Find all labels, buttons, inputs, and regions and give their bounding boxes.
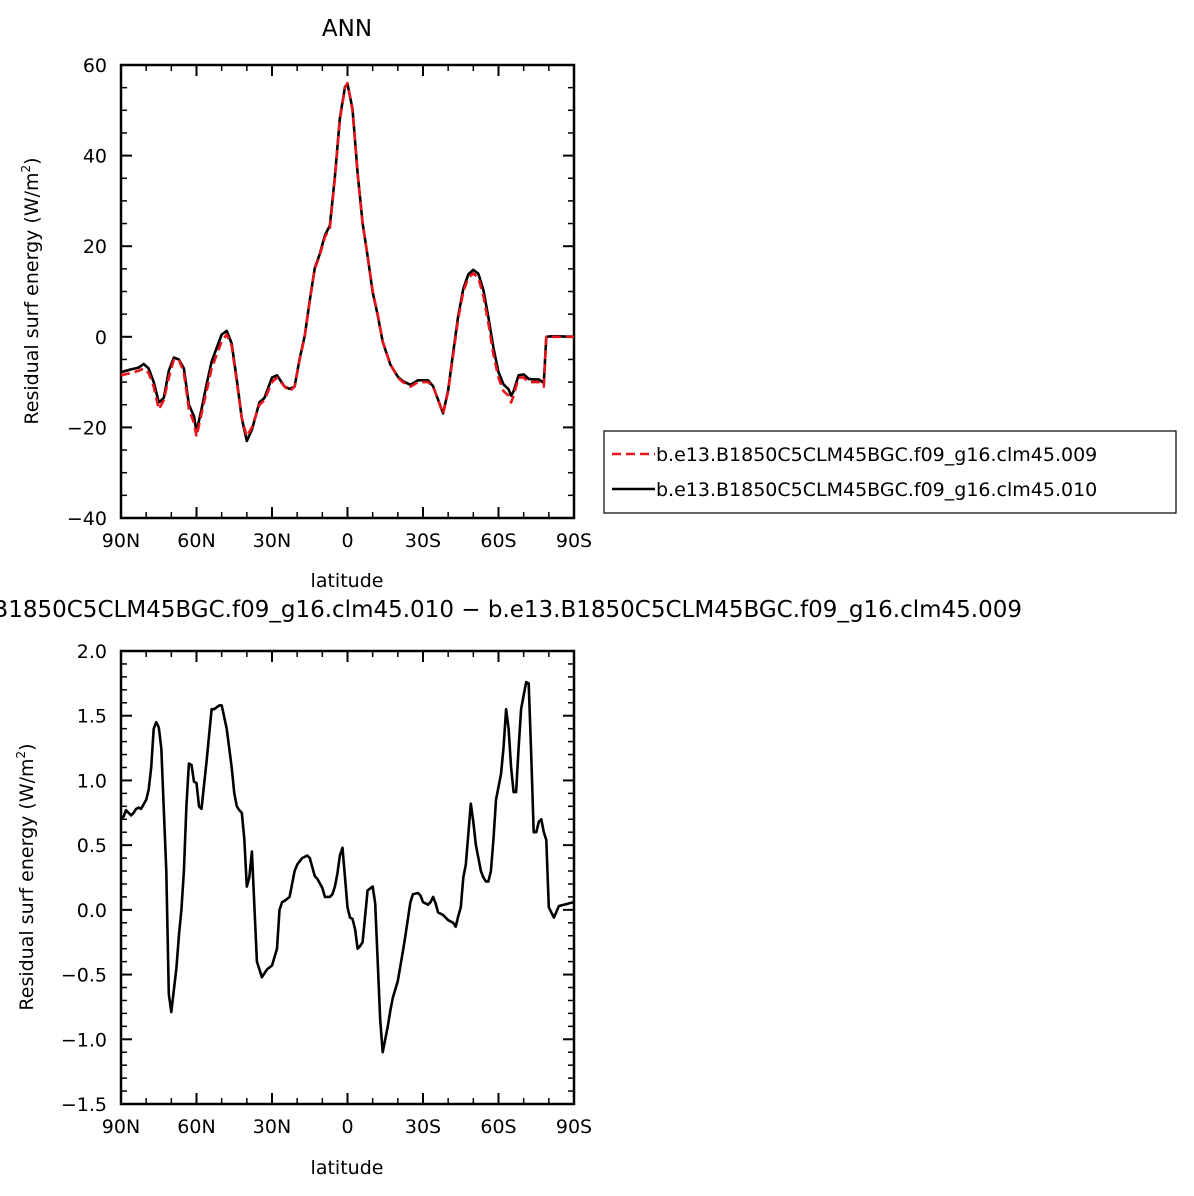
bottom-chart-title: b.e13.B1850C5CLM45BGC.f09_g16.clm45.010 …: [0, 597, 1022, 623]
x-tick-label: 0: [341, 530, 353, 552]
y-tick-label: 1.0: [77, 770, 107, 792]
x-tick-label: 30N: [253, 530, 291, 552]
x-tick-label: 30S: [405, 1116, 441, 1138]
legend-label: b.e13.B1850C5CLM45BGC.f09_g16.clm45.010: [656, 479, 1097, 501]
top-x-axis-label: latitude: [311, 570, 384, 592]
y-tick-label: 0.0: [77, 900, 107, 922]
top-axis-ticks: 90N 60N 30N 0 30S 60S 90S −40 −20 0 20 40 60: [67, 55, 592, 552]
x-tick-label: 90N: [102, 530, 140, 552]
y-tick-label: 20: [83, 236, 107, 258]
series-line-dashed: [120, 81, 574, 438]
y-tick-label: 2.0: [77, 641, 107, 663]
series-line-solid: [120, 680, 575, 1054]
bottom-axis-ticks: 90N 60N 30N 0 30S 60S 90S −1.5 −1.0 −0.5 0.0 0.5 1.0…: [61, 641, 592, 1138]
top-panel: ANN 90N 60N 30N 0 30S 60S 90S −40 −20 0 20 40 60 lat…: [19, 16, 1177, 592]
legend-item: b.e13.B1850C5CLM45BGC.f09_g16.clm45.009: [612, 444, 1097, 466]
y-tick-label: −20: [67, 417, 107, 439]
bottom-x-axis-label: latitude: [311, 1157, 384, 1179]
y-tick-label: 0: [95, 327, 107, 349]
x-tick-label: 60S: [480, 1116, 516, 1138]
x-tick-label: 30N: [253, 1116, 291, 1138]
y-tick-label: −1.5: [61, 1094, 107, 1116]
x-tick-label: 60N: [177, 1116, 215, 1138]
legend-box: [603, 430, 1177, 514]
x-tick-label: 60N: [177, 530, 215, 552]
top-y-axis-label: Residual surf energy (W/m2): [19, 157, 43, 424]
x-tick-label: 90S: [556, 1116, 592, 1138]
y-tick-label: −40: [67, 508, 107, 530]
x-tick-label: 60S: [480, 530, 516, 552]
y-tick-label: 1.5: [77, 706, 107, 728]
y-tick-label: 60: [83, 55, 107, 77]
bottom-series-group: [120, 680, 575, 1054]
y-tick-label: 0.5: [77, 835, 107, 857]
top-plot-frame: [119, 63, 576, 520]
legend-item: b.e13.B1850C5CLM45BGC.f09_g16.clm45.010: [612, 479, 1097, 501]
y-tick-label: 40: [83, 146, 107, 168]
top-series-group: [120, 81, 574, 443]
x-tick-label: 90N: [102, 1116, 140, 1138]
legend: b.e13.B1850C5CLM45BGC.f09_g16.clm45.009 …: [603, 430, 1177, 514]
y-tick-label: −0.5: [61, 965, 107, 987]
y-tick-label: −1.0: [61, 1029, 107, 1051]
top-chart-title: ANN: [322, 16, 372, 42]
series-line-solid: [120, 82, 574, 443]
x-tick-label: 0: [341, 1116, 353, 1138]
bottom-panel: b.e13.B1850C5CLM45BGC.f09_g16.clm45.010 …: [0, 597, 1022, 1179]
bottom-y-axis-label: Residual surf energy (W/m2): [14, 743, 38, 1010]
x-tick-label: 30S: [405, 530, 441, 552]
legend-label: b.e13.B1850C5CLM45BGC.f09_g16.clm45.009: [656, 444, 1097, 466]
x-tick-label: 90S: [556, 530, 592, 552]
